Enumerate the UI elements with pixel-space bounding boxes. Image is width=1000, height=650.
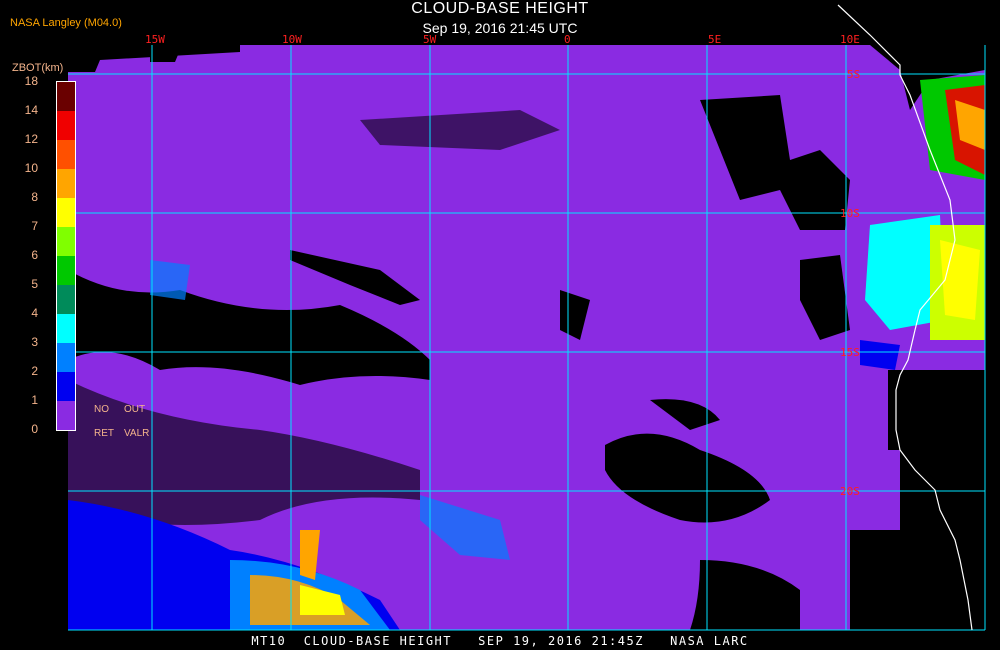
lon-label-15w: 15W (145, 33, 165, 46)
color-scale-swatch (57, 198, 75, 227)
color-scale-tick: 7 (31, 219, 38, 233)
latitude-longitude-grid (68, 45, 986, 631)
lon-label-10e: 10E (840, 33, 860, 46)
map-title: CLOUD-BASE HEIGHT (411, 0, 589, 17)
out-of-range-label-1: OUT (124, 404, 146, 415)
lat-label-5s: 5S (847, 68, 860, 81)
color-scale-swatch (57, 227, 75, 256)
lon-label-5w: 5W (423, 33, 437, 46)
lon-label-0: 0 (564, 33, 571, 46)
map-timestamp: Sep 19, 2016 21:45 UTC (422, 20, 578, 36)
color-scale-swatch (57, 169, 75, 198)
color-scale-swatch (57, 256, 75, 285)
color-scale-tick: 14 (24, 103, 38, 117)
lon-label-5e: 5E (708, 33, 721, 46)
latitude-labels: 5S 10S 15S 20S (840, 68, 860, 498)
color-scale-swatch (57, 82, 75, 111)
color-scale-tick: 18 (24, 74, 38, 88)
coastline (837, 4, 973, 631)
color-scale-tick: 4 (31, 306, 38, 320)
color-scale-bar (56, 81, 76, 431)
out-of-range-label-2: VALR (124, 428, 150, 439)
color-scale-swatch (57, 372, 75, 401)
color-scale-tick: 1 (31, 393, 38, 407)
color-scale-swatch (57, 314, 75, 343)
color-scale-swatch (57, 285, 75, 314)
color-scale-tick: 3 (31, 335, 38, 349)
clear-sky-regions (68, 45, 985, 630)
no-retrieval-label-2: RET (94, 428, 114, 439)
footer-caption: MT10 CLOUD-BASE HEIGHT SEP 19, 2016 21:4… (251, 634, 749, 648)
lat-label-15s: 15S (840, 346, 860, 359)
producer-label: NASA Langley (M04.0) (10, 17, 122, 29)
lon-label-10w: 10W (282, 33, 302, 46)
lat-label-10s: 10S (840, 207, 860, 220)
longitude-labels: 15W 10W 5W 0 5E 10E (145, 33, 860, 46)
color-scale-swatch (57, 343, 75, 372)
color-scale-tick: 2 (31, 364, 38, 378)
color-scale-tick: 10 (24, 161, 38, 175)
color-scale-tick: 6 (31, 248, 38, 262)
color-scale-tick: 12 (24, 132, 38, 146)
color-scale-tick: 8 (31, 190, 38, 204)
color-scale-swatch (57, 401, 75, 430)
color-scale-swatch (57, 140, 75, 169)
color-scale-swatch (57, 111, 75, 140)
no-retrieval-label-1: NO (94, 404, 109, 415)
color-scale-tick: 5 (31, 277, 38, 291)
cloud-base-patches (68, 75, 985, 630)
lat-label-20s: 20S (840, 485, 860, 498)
legend-title: ZBOT(km) (12, 62, 64, 74)
color-scale-tick: 0 (31, 422, 38, 436)
